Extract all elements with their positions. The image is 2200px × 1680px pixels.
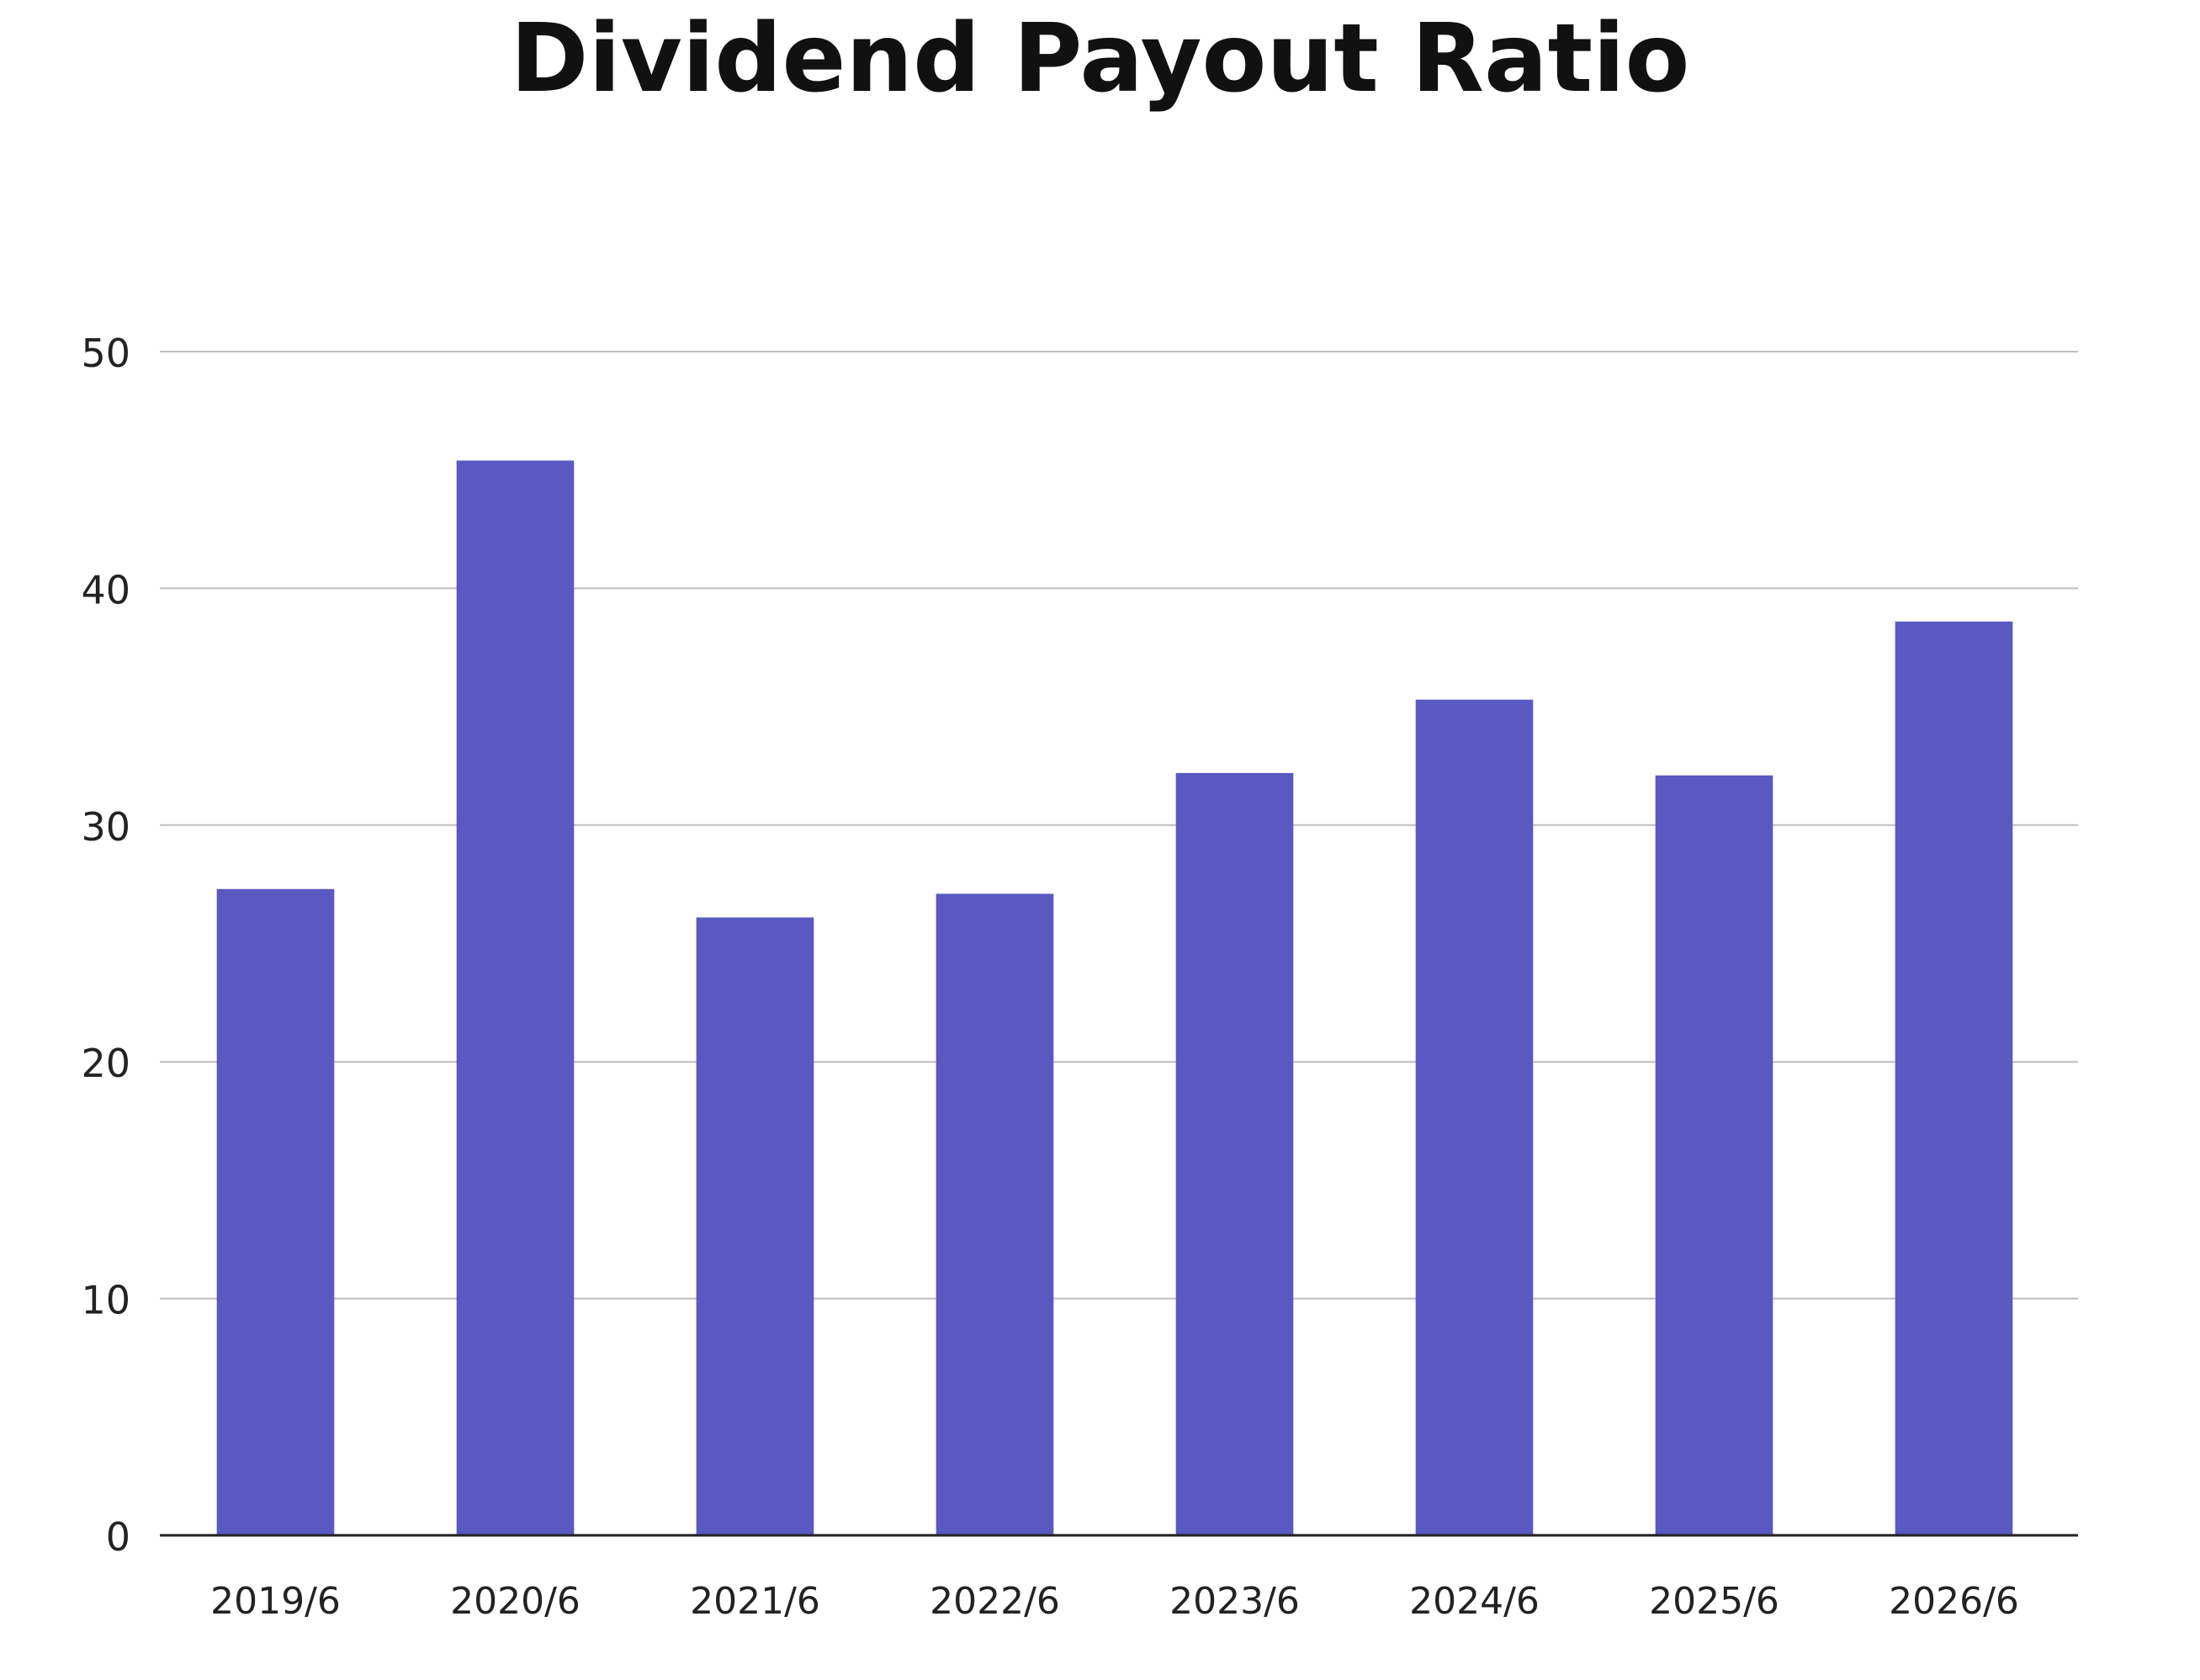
bar-2020-6 [456, 460, 575, 1535]
x-tick-label: 2024/6 [1409, 1580, 1540, 1623]
bar-2019-6 [216, 888, 335, 1535]
y-tick-label: 30 [81, 804, 130, 850]
bar-2022-6 [936, 893, 1054, 1535]
bar-2026-6 [1895, 621, 2013, 1535]
x-tick-label: 2023/6 [1169, 1580, 1300, 1623]
x-tick-label: 2025/6 [1649, 1580, 1779, 1623]
x-tick-label: 2020/6 [450, 1580, 580, 1623]
y-tick-label: 40 [81, 567, 130, 612]
x-tick-labels: 2019/6 2020/6 2021/6 2022/6 2023/6 2024/6 2025… [210, 1580, 2019, 1623]
gridlines [160, 351, 2078, 1300]
chart-title: Dividend Payout Ratio [510, 4, 1690, 114]
x-tick-label: 2026/6 [1889, 1580, 2019, 1623]
bar-2024-6 [1415, 699, 1534, 1535]
bar-2023-6 [1175, 772, 1294, 1535]
bars [216, 460, 2013, 1535]
bar-2025-6 [1655, 775, 1773, 1535]
y-tick-labels: 0 10 20 30 40 50 [81, 331, 130, 1560]
x-tick-label: 2022/6 [930, 1580, 1060, 1623]
y-tick-label: 10 [81, 1278, 130, 1323]
y-tick-label: 20 [81, 1041, 130, 1086]
x-tick-label: 2021/6 [690, 1580, 820, 1623]
y-tick-label: 50 [81, 331, 130, 376]
x-tick-label: 2019/6 [210, 1580, 341, 1623]
y-tick-label: 0 [106, 1514, 130, 1560]
bar-2021-6 [696, 917, 814, 1535]
